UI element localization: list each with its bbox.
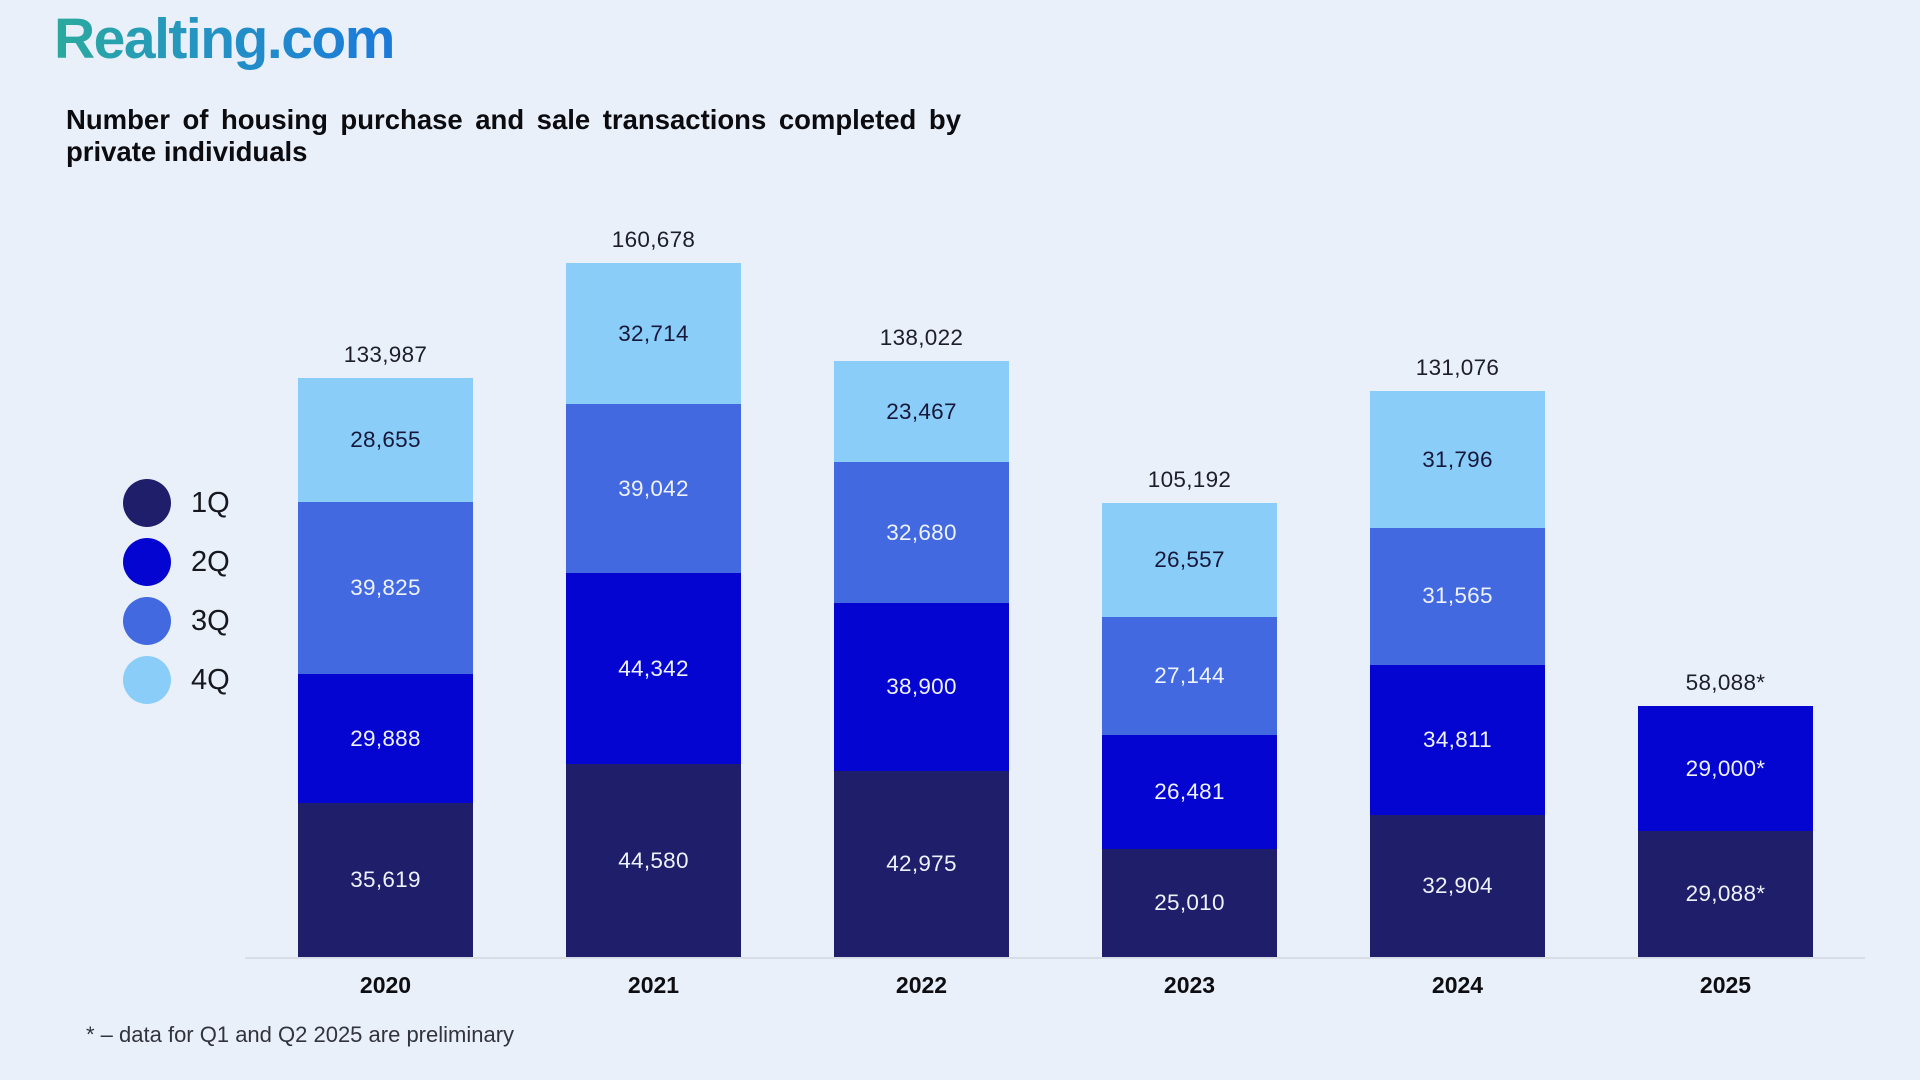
bar-2023: 25,010 26,481 27,144 26,557 105,192: [1102, 467, 1277, 957]
segment-1q-2024: 32,904: [1370, 814, 1545, 957]
segment-3q-2020: 39,825: [298, 502, 473, 675]
page-title-line1: Number of housing purchase and sale tran…: [66, 104, 961, 135]
segment-2q-2021: 44,342: [566, 572, 741, 765]
segment-4q-2023: 26,557: [1102, 502, 1277, 618]
segment-3q-2024: 31,565: [1370, 528, 1545, 665]
legend-label: 4Q: [191, 663, 230, 696]
segment-1q-2023: 25,010: [1102, 849, 1277, 957]
bar-2024: 32,904 34,811 31,565 31,796 131,076: [1370, 355, 1545, 957]
total-label-2020: 133,987: [343, 342, 428, 368]
year-label-2025: 2025: [1699, 972, 1752, 998]
legend-label: 1Q: [191, 486, 230, 519]
legend-label: 3Q: [191, 604, 230, 637]
legend-dot-4q: [123, 656, 171, 704]
segment-3q-2022: 32,680: [834, 462, 1009, 604]
bar-2021: 44,580 44,342 39,042 32,714 160,678: [566, 227, 741, 957]
segment-3q-2023: 27,144: [1102, 617, 1277, 735]
segment-2q-2023: 26,481: [1102, 734, 1277, 849]
segment-3q-2021: 39,042: [566, 404, 741, 573]
segment-2q-2022: 38,900: [834, 603, 1009, 772]
page-title: Number of housing purchase and sale tran…: [66, 104, 961, 169]
year-label-2020: 2020: [359, 972, 412, 998]
bar-2022: 42,975 38,900 32,680 23,467 138,022: [834, 325, 1009, 957]
segment-2q-2020: 29,888: [298, 674, 473, 804]
page-title-line2: private individuals: [66, 136, 308, 168]
legend-label: 2Q: [191, 545, 230, 578]
segment-4q-2024: 31,796: [1370, 390, 1545, 529]
year-label-2023: 2023: [1163, 972, 1216, 998]
year-label-2022: 2022: [895, 972, 948, 998]
total-label-2022: 138,022: [879, 324, 964, 350]
legend: 1Q 2Q 3Q 4Q: [123, 479, 230, 715]
segment-2q-2025: 29,000*: [1638, 706, 1813, 832]
legend-item-3q: 3Q: [123, 597, 230, 645]
legend-dot-2q: [123, 538, 171, 586]
bar-2020: 35,619 29,888 39,825 28,655 133,987: [298, 342, 473, 957]
year-label-2024: 2024: [1431, 972, 1484, 998]
total-label-2023: 105,192: [1147, 466, 1232, 492]
segment-4q-2022: 23,467: [834, 360, 1009, 463]
footnote: * – data for Q1 and Q2 2025 are prelimin…: [86, 1022, 515, 1047]
bar-2025: 29,088* 29,000* 58,088*: [1638, 670, 1813, 957]
year-label-2021: 2021: [627, 972, 680, 998]
x-axis-baseline: [245, 957, 1865, 959]
segment-1q-2022: 42,975: [834, 771, 1009, 957]
segment-4q-2021: 32,714: [566, 263, 741, 405]
total-label-2025: 58,088*: [1685, 670, 1766, 696]
legend-dot-1q: [123, 479, 171, 527]
segment-4q-2020: 28,655: [298, 378, 473, 503]
legend-dot-3q: [123, 597, 171, 645]
total-label-2024: 131,076: [1415, 354, 1500, 380]
segment-2q-2024: 34,811: [1370, 664, 1545, 815]
legend-item-2q: 2Q: [123, 538, 230, 586]
realting-logo: Realting.com: [54, 7, 395, 71]
total-label-2021: 160,678: [611, 227, 696, 253]
segment-1q-2021: 44,580: [566, 764, 741, 957]
segment-1q-2020: 35,619: [298, 803, 473, 957]
legend-item-4q: 4Q: [123, 656, 230, 704]
legend-item-1q: 1Q: [123, 479, 230, 527]
segment-1q-2025: 29,088*: [1638, 831, 1813, 957]
